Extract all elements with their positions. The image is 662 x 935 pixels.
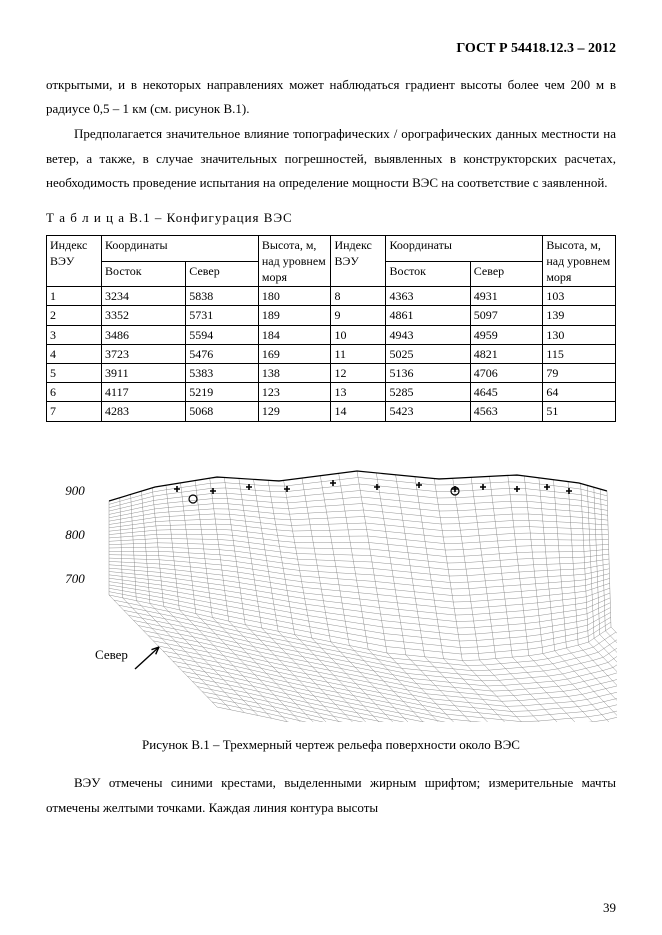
table-cell: 12 [331,364,386,383]
table-cell: 123 [258,383,331,402]
table-cell: 11 [331,344,386,363]
table-cell: 5423 [386,402,470,421]
table-cell: 13 [331,383,386,402]
table-cell: 138 [258,364,331,383]
svg-text:700: 700 [65,571,85,586]
paragraph-3: ВЭУ отмечены синими крестами, выделенным… [46,771,616,820]
paragraph-1: открытыми, и в некоторых направлениях мо… [46,73,616,122]
svg-text:Север: Север [95,647,128,662]
th-east-r: Восток [386,261,470,287]
table-cell: 8 [331,287,386,306]
th-index-r: Индекс ВЭУ [331,235,386,287]
table-cell: 5 [47,364,102,383]
table-cell: 5594 [186,325,259,344]
table-cell: 5731 [186,306,259,325]
document-id: ГОСТ Р 54418.12.3 – 2012 [46,36,616,63]
table-cell: 79 [543,364,616,383]
config-table: Индекс ВЭУ Координаты Высота, м, над уро… [46,235,616,422]
table-cell: 180 [258,287,331,306]
table-cell: 5476 [186,344,259,363]
table-cell: 4706 [470,364,543,383]
table-cell: 4821 [470,344,543,363]
table-cell: 4563 [470,402,543,421]
table-cell: 9 [331,306,386,325]
table-cell: 4363 [386,287,470,306]
paragraph-2: Предполагается значительное влияние топо… [46,122,616,196]
table-cell: 14 [331,402,386,421]
table-cell: 139 [543,306,616,325]
table-cell: 3911 [102,364,186,383]
th-alt-l: Высота, м, над уровнем моря [258,235,331,287]
table-cell: 4861 [386,306,470,325]
page-number: 39 [603,896,616,921]
table-cell: 4 [47,344,102,363]
th-coords-l: Координаты [102,235,259,261]
table-cell: 184 [258,325,331,344]
th-north-l: Север [186,261,259,287]
svg-text:900: 900 [65,483,85,498]
th-coords-r: Координаты [386,235,543,261]
table-cell: 5383 [186,364,259,383]
table-cell: 5068 [186,402,259,421]
table-cell: 5219 [186,383,259,402]
th-index-l: Индекс ВЭУ [47,235,102,287]
table-cell: 4959 [470,325,543,344]
table-cell: 3352 [102,306,186,325]
table-cell: 4943 [386,325,470,344]
table-cell: 115 [543,344,616,363]
table-cell: 3486 [102,325,186,344]
table-cell: 5097 [470,306,543,325]
table-cell: 103 [543,287,616,306]
table-cell: 129 [258,402,331,421]
table-cell: 64 [543,383,616,402]
figure-caption: Рисунок В.1 – Трехмерный чертеж рельефа … [46,733,616,758]
table-cell: 51 [543,402,616,421]
svg-text:800: 800 [65,527,85,542]
table-cell: 2 [47,306,102,325]
table-cell: 10 [331,325,386,344]
th-alt-r: Высота, м, над уровнем моря [543,235,616,287]
table-cell: 169 [258,344,331,363]
table-cell: 5136 [386,364,470,383]
table-cell: 189 [258,306,331,325]
table-cell: 3 [47,325,102,344]
table-cell: 3723 [102,344,186,363]
table-cell: 4645 [470,383,543,402]
th-north-r: Север [470,261,543,287]
table-caption: Т а б л и ц а В.1 – Конфигурация ВЭС [46,206,616,231]
table-cell: 4117 [102,383,186,402]
table-cell: 130 [543,325,616,344]
table-cell: 5025 [386,344,470,363]
table-cell: 6 [47,383,102,402]
table-cell: 4931 [470,287,543,306]
table-cell: 5838 [186,287,259,306]
table-cell: 1 [47,287,102,306]
th-east-l: Восток [102,261,186,287]
table-cell: 7 [47,402,102,421]
table-cell: 5285 [386,383,470,402]
table-cell: 4283 [102,402,186,421]
table-cell: 3234 [102,287,186,306]
terrain-figure: 900 800 700 Север [46,446,618,723]
